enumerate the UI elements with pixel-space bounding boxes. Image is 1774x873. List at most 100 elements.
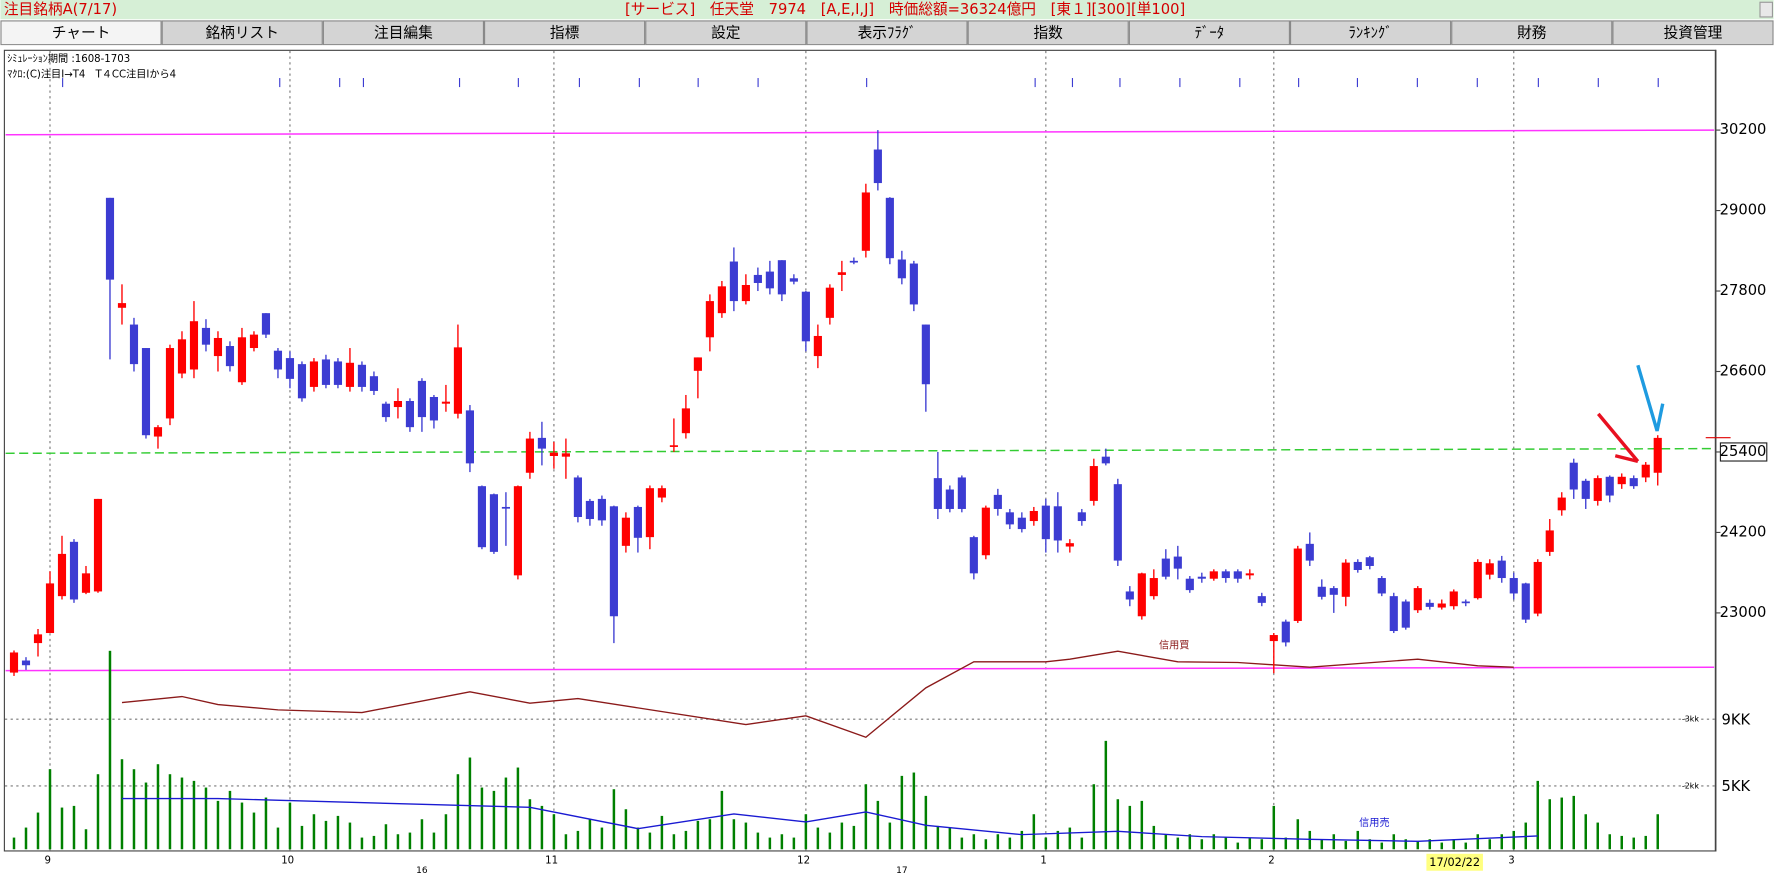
candle-body [9, 652, 19, 673]
tab[interactable] [0, 20, 162, 46]
volume-bar [1332, 834, 1336, 850]
tab[interactable] [806, 20, 968, 46]
volume-bar [732, 819, 736, 850]
candle-body [945, 489, 954, 509]
candle-body [1461, 601, 1470, 604]
candle-body [1233, 571, 1242, 579]
tab-label[interactable]: 投資管理 [1664, 24, 1723, 41]
tab[interactable] [322, 20, 485, 46]
volume-bar [576, 830, 580, 850]
candle-body [201, 327, 211, 345]
volume-bar [144, 782, 148, 850]
candle-body [1473, 561, 1482, 599]
candle-body [1617, 476, 1626, 485]
volume-bar [276, 827, 280, 850]
volume-bar [828, 832, 832, 850]
credit-line [121, 797, 1538, 842]
y-tick-label: 30200 [1720, 121, 1767, 138]
volume-bar [1536, 780, 1540, 850]
tab[interactable] [161, 20, 323, 46]
volume-bar [1488, 839, 1492, 850]
volume-bar [1116, 799, 1120, 850]
candle-body [657, 488, 666, 498]
tab-label[interactable]: ﾗﾝｷﾝｸﾞ [1349, 24, 1393, 41]
year-label: 17 [896, 866, 908, 873]
volume-bar [216, 800, 220, 850]
volume-bar [1140, 800, 1144, 850]
volume-bar [1560, 797, 1563, 850]
tab-label[interactable]: 表示ﾌﾗｸﾞ [858, 24, 917, 41]
tab[interactable] [1612, 20, 1774, 46]
chart-background [0, 45, 1774, 873]
tab[interactable] [1451, 20, 1613, 46]
volume-bar [756, 832, 760, 850]
candle-body [1125, 591, 1134, 600]
candle-body [1281, 621, 1290, 643]
volume-bar [1224, 837, 1228, 850]
volume-bar [624, 809, 628, 850]
candle-body [621, 517, 630, 546]
volume-bar [468, 757, 472, 850]
credit-line-label: 信用売 [1359, 816, 1389, 829]
volume-bar [1080, 837, 1084, 850]
candle-body [585, 500, 594, 520]
candle-body [1305, 543, 1314, 561]
annotation-arrows [1596, 364, 1665, 464]
tab-label[interactable]: 設定 [711, 24, 741, 41]
volume-bar [396, 834, 400, 850]
candle-body [1497, 560, 1506, 579]
tab[interactable] [1289, 20, 1452, 46]
volume-bar [1296, 819, 1300, 850]
volume-bar [252, 812, 256, 850]
volume-bar [612, 789, 616, 850]
cursor-date: 17/02/22 [1429, 856, 1480, 869]
volume-bar [720, 790, 724, 850]
volume-bar [1200, 839, 1204, 850]
candle-body [1569, 462, 1578, 490]
candle-body [1329, 588, 1338, 595]
volume-bar [300, 825, 304, 850]
tab-label[interactable]: ﾃﾞｰﾀ [1195, 24, 1224, 41]
x-tick-label: 9 [44, 856, 50, 867]
volume-bar [1608, 834, 1611, 850]
tab-label[interactable]: チャート [52, 24, 111, 41]
tab[interactable] [645, 20, 807, 46]
candle-body [1533, 561, 1542, 614]
tab-label[interactable]: 指標 [550, 24, 580, 41]
volume-bar [348, 822, 352, 850]
volume-bar [492, 790, 496, 850]
volume-bar [36, 812, 40, 850]
candle-body [381, 403, 391, 418]
tab-label[interactable]: 注目編集 [374, 24, 433, 41]
candle-body [957, 477, 966, 509]
candle-body [1425, 602, 1434, 607]
tab[interactable] [484, 20, 646, 46]
credit-tick-label: -2kk [1682, 781, 1699, 790]
volume-bar [864, 784, 868, 850]
candle-body [705, 301, 714, 338]
tab-label[interactable]: 指数 [1033, 24, 1063, 41]
candle-body [81, 573, 91, 593]
volume-bar [948, 827, 952, 850]
volume-bar [552, 814, 556, 850]
candle-body [825, 287, 834, 318]
candle-body [45, 583, 55, 634]
tab-label[interactable]: 財務 [1517, 24, 1547, 41]
candle-body [309, 361, 319, 387]
candle-body [1317, 586, 1326, 597]
volume-bar [1548, 799, 1552, 850]
volume-bar [852, 825, 856, 850]
volume-bar [1632, 837, 1635, 850]
candle-body [741, 284, 750, 302]
tab[interactable] [967, 20, 1129, 46]
volume-bar [1272, 805, 1276, 850]
candle-body [1221, 571, 1230, 579]
tab-label[interactable]: 銘柄リスト [205, 24, 278, 41]
candle-body [165, 348, 175, 419]
candle-body [321, 359, 331, 385]
candle-body [885, 197, 894, 259]
stock-info: [サービス] 任天堂 7974 [A,E,I,J] 時価総額=36324億円 [… [625, 1, 1185, 18]
scroll-button[interactable] [1759, 1, 1774, 18]
tab[interactable] [1128, 20, 1290, 46]
